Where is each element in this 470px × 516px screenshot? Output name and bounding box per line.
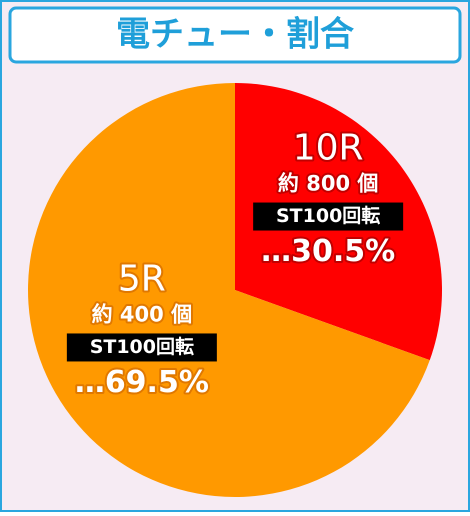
slice-label: 5R [118,258,166,299]
slice-count: 約 400 個 [92,302,192,326]
slice-count: 約 800 個 [278,172,378,196]
pie-slice [28,83,430,497]
chart-title: 電チュー・割合 [116,15,354,55]
value-label: …30.5% [261,234,395,269]
st-box [66,333,217,362]
value-label: …69.5% [75,365,209,400]
slice-st: ST100回転 [90,336,194,358]
st-box [253,202,404,231]
slice-st: ST100回転 [276,205,380,227]
slice-label: 10R [293,128,364,169]
title-box [8,6,462,64]
